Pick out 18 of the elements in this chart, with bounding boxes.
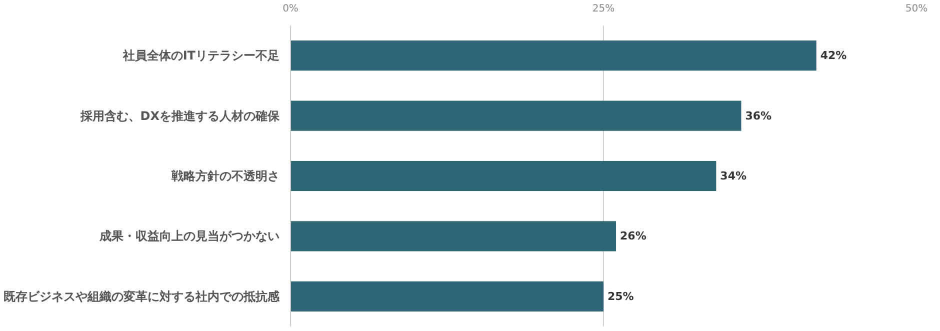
data-label: 26% xyxy=(620,230,646,243)
data-label: 42% xyxy=(820,49,847,62)
x-tick-label: 0% xyxy=(282,4,298,14)
bar xyxy=(290,100,742,131)
y-tick-label: 社員全体のITリテラシー不足 xyxy=(122,48,280,63)
y-tick-label: 採用含む、DXを推進する人材の確保 xyxy=(79,108,280,123)
x-tick-label: 25% xyxy=(592,4,615,14)
bar xyxy=(290,40,816,71)
data-label: 25% xyxy=(608,290,634,303)
y-tick-label: 成果・収益向上の見当がつかない xyxy=(98,229,280,244)
y-tick-label: 既存ビジネスや組織の変革に対する社内での抵抗感 xyxy=(4,289,280,304)
bar xyxy=(290,281,604,312)
bar xyxy=(290,221,616,252)
data-label: 34% xyxy=(720,170,747,182)
data-label: 36% xyxy=(745,109,772,122)
y-tick-label: 戦略方針の不透明さ xyxy=(170,169,280,183)
x-tick-label: 50% xyxy=(905,4,928,14)
bar xyxy=(290,160,716,192)
